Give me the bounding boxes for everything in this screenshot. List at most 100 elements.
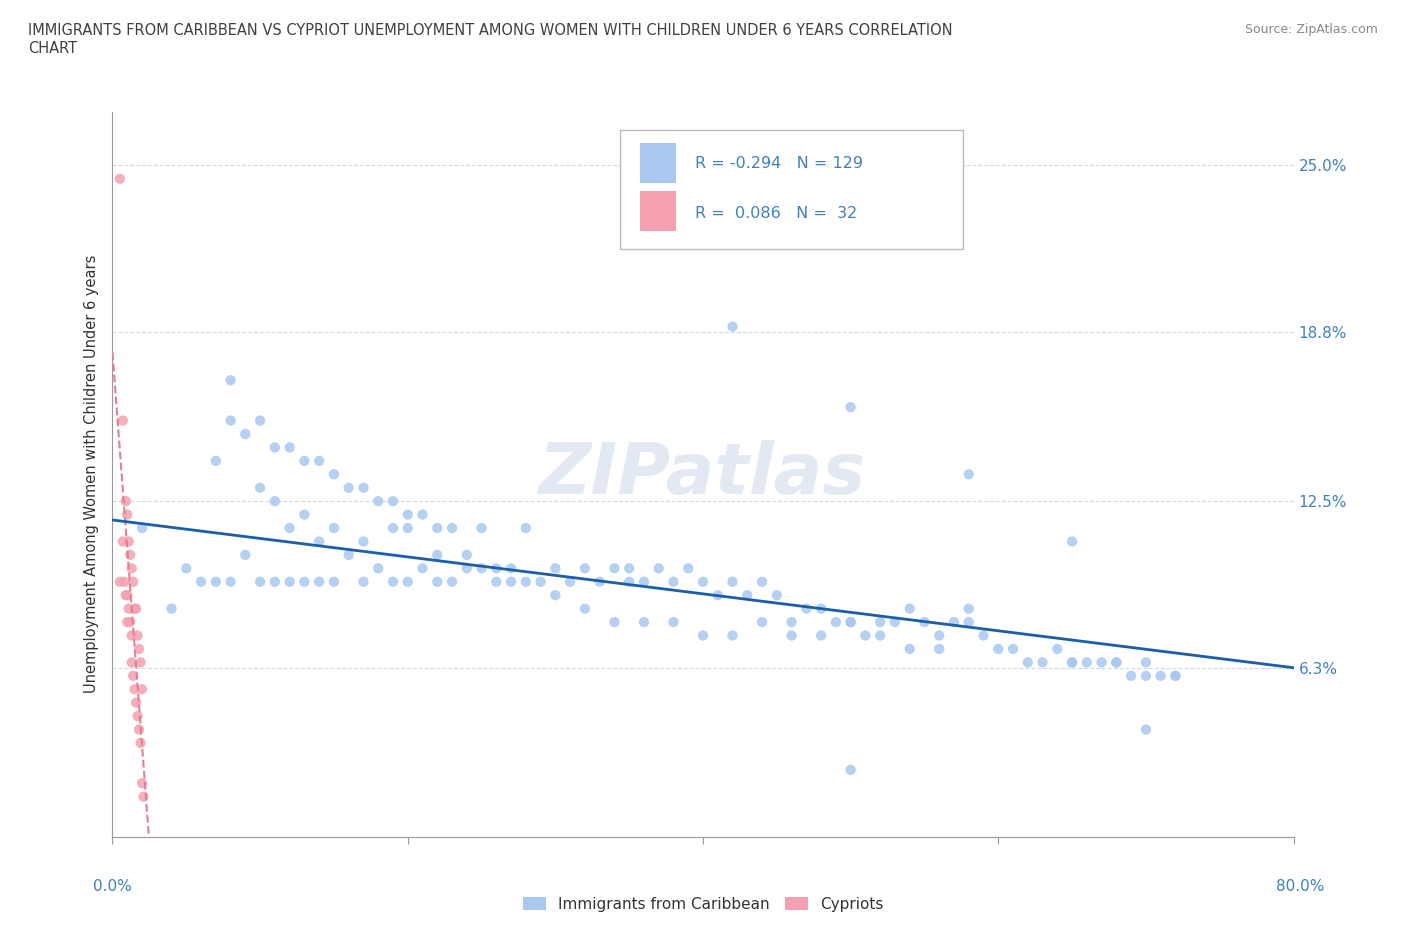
Point	[352, 480, 374, 495]
Point	[1032, 655, 1054, 670]
Point	[127, 709, 149, 724]
Point	[264, 575, 287, 590]
Point	[884, 615, 907, 630]
Point	[839, 615, 862, 630]
Point	[485, 561, 508, 576]
Point	[619, 561, 641, 576]
Point	[382, 575, 405, 590]
Point	[117, 507, 138, 522]
Point	[603, 615, 626, 630]
Point	[1135, 722, 1157, 737]
Point	[987, 642, 1010, 657]
Point	[942, 615, 965, 630]
Point	[111, 534, 134, 549]
Point	[249, 480, 271, 495]
Point	[928, 628, 950, 643]
Point	[121, 655, 143, 670]
Point	[501, 561, 523, 576]
Point	[308, 534, 330, 549]
Point	[796, 601, 818, 616]
Point	[1105, 655, 1128, 670]
Point	[780, 615, 803, 630]
Point	[129, 736, 152, 751]
Point	[574, 561, 596, 576]
Point	[111, 413, 134, 428]
Point	[544, 561, 567, 576]
Point	[678, 561, 700, 576]
Point	[124, 682, 146, 697]
Point	[721, 628, 744, 643]
Point	[855, 628, 877, 643]
Point	[1017, 655, 1039, 670]
Point	[125, 601, 148, 616]
Point	[292, 575, 315, 590]
Point	[108, 575, 131, 590]
Y-axis label: Unemployment Among Women with Children Under 6 years: Unemployment Among Women with Children U…	[84, 255, 100, 694]
Point	[120, 548, 142, 563]
Point	[706, 588, 728, 603]
Point	[128, 642, 150, 657]
Point	[367, 494, 389, 509]
Point	[456, 548, 478, 563]
Text: R =  0.086   N =  32: R = 0.086 N = 32	[695, 206, 858, 220]
Point	[219, 575, 242, 590]
Text: 80.0%: 80.0%	[1277, 879, 1324, 894]
Point	[1062, 655, 1084, 670]
Point	[470, 561, 494, 576]
Point	[131, 521, 153, 536]
Point	[382, 494, 405, 509]
Bar	[640, 143, 676, 182]
Point	[957, 467, 980, 482]
Point	[114, 494, 136, 509]
Point	[928, 642, 950, 657]
Point	[205, 575, 228, 590]
Point	[127, 628, 149, 643]
Point	[1135, 655, 1157, 670]
Point	[337, 548, 360, 563]
Point	[396, 521, 419, 536]
Point	[751, 615, 773, 630]
Point	[780, 628, 803, 643]
Point	[219, 373, 242, 388]
Point	[426, 548, 449, 563]
Point	[721, 319, 744, 334]
Point	[1150, 669, 1173, 684]
Point	[278, 521, 301, 536]
Point	[456, 561, 478, 576]
Point	[249, 575, 271, 590]
Text: IMMIGRANTS FROM CARIBBEAN VS CYPRIOT UNEMPLOYMENT AMONG WOMEN WITH CHILDREN UNDE: IMMIGRANTS FROM CARIBBEAN VS CYPRIOT UNE…	[28, 23, 953, 56]
Point	[824, 615, 846, 630]
Text: R = -0.294   N = 129: R = -0.294 N = 129	[695, 156, 863, 171]
Point	[131, 776, 153, 790]
Point	[1164, 669, 1187, 684]
Point	[898, 642, 921, 657]
Point	[1076, 655, 1098, 670]
Point	[633, 615, 655, 630]
Point	[264, 440, 287, 455]
Text: ZIPatlas: ZIPatlas	[540, 440, 866, 509]
Point	[108, 171, 131, 186]
Point	[574, 601, 596, 616]
Point	[839, 615, 862, 630]
Point	[692, 628, 714, 643]
Point	[1062, 534, 1084, 549]
Point	[112, 575, 135, 590]
Point	[233, 427, 256, 442]
Point	[122, 669, 145, 684]
Point	[1046, 642, 1069, 657]
Point	[308, 454, 330, 469]
Point	[515, 521, 537, 536]
Point	[751, 575, 773, 590]
Point	[264, 494, 287, 509]
Point	[588, 575, 610, 590]
Point	[957, 601, 980, 616]
Point	[485, 575, 508, 590]
Point	[396, 575, 419, 590]
Point	[131, 682, 153, 697]
Point	[352, 575, 374, 590]
Point	[973, 628, 995, 643]
Point	[132, 790, 155, 804]
Point	[1135, 669, 1157, 684]
Point	[766, 588, 789, 603]
Point	[647, 561, 671, 576]
